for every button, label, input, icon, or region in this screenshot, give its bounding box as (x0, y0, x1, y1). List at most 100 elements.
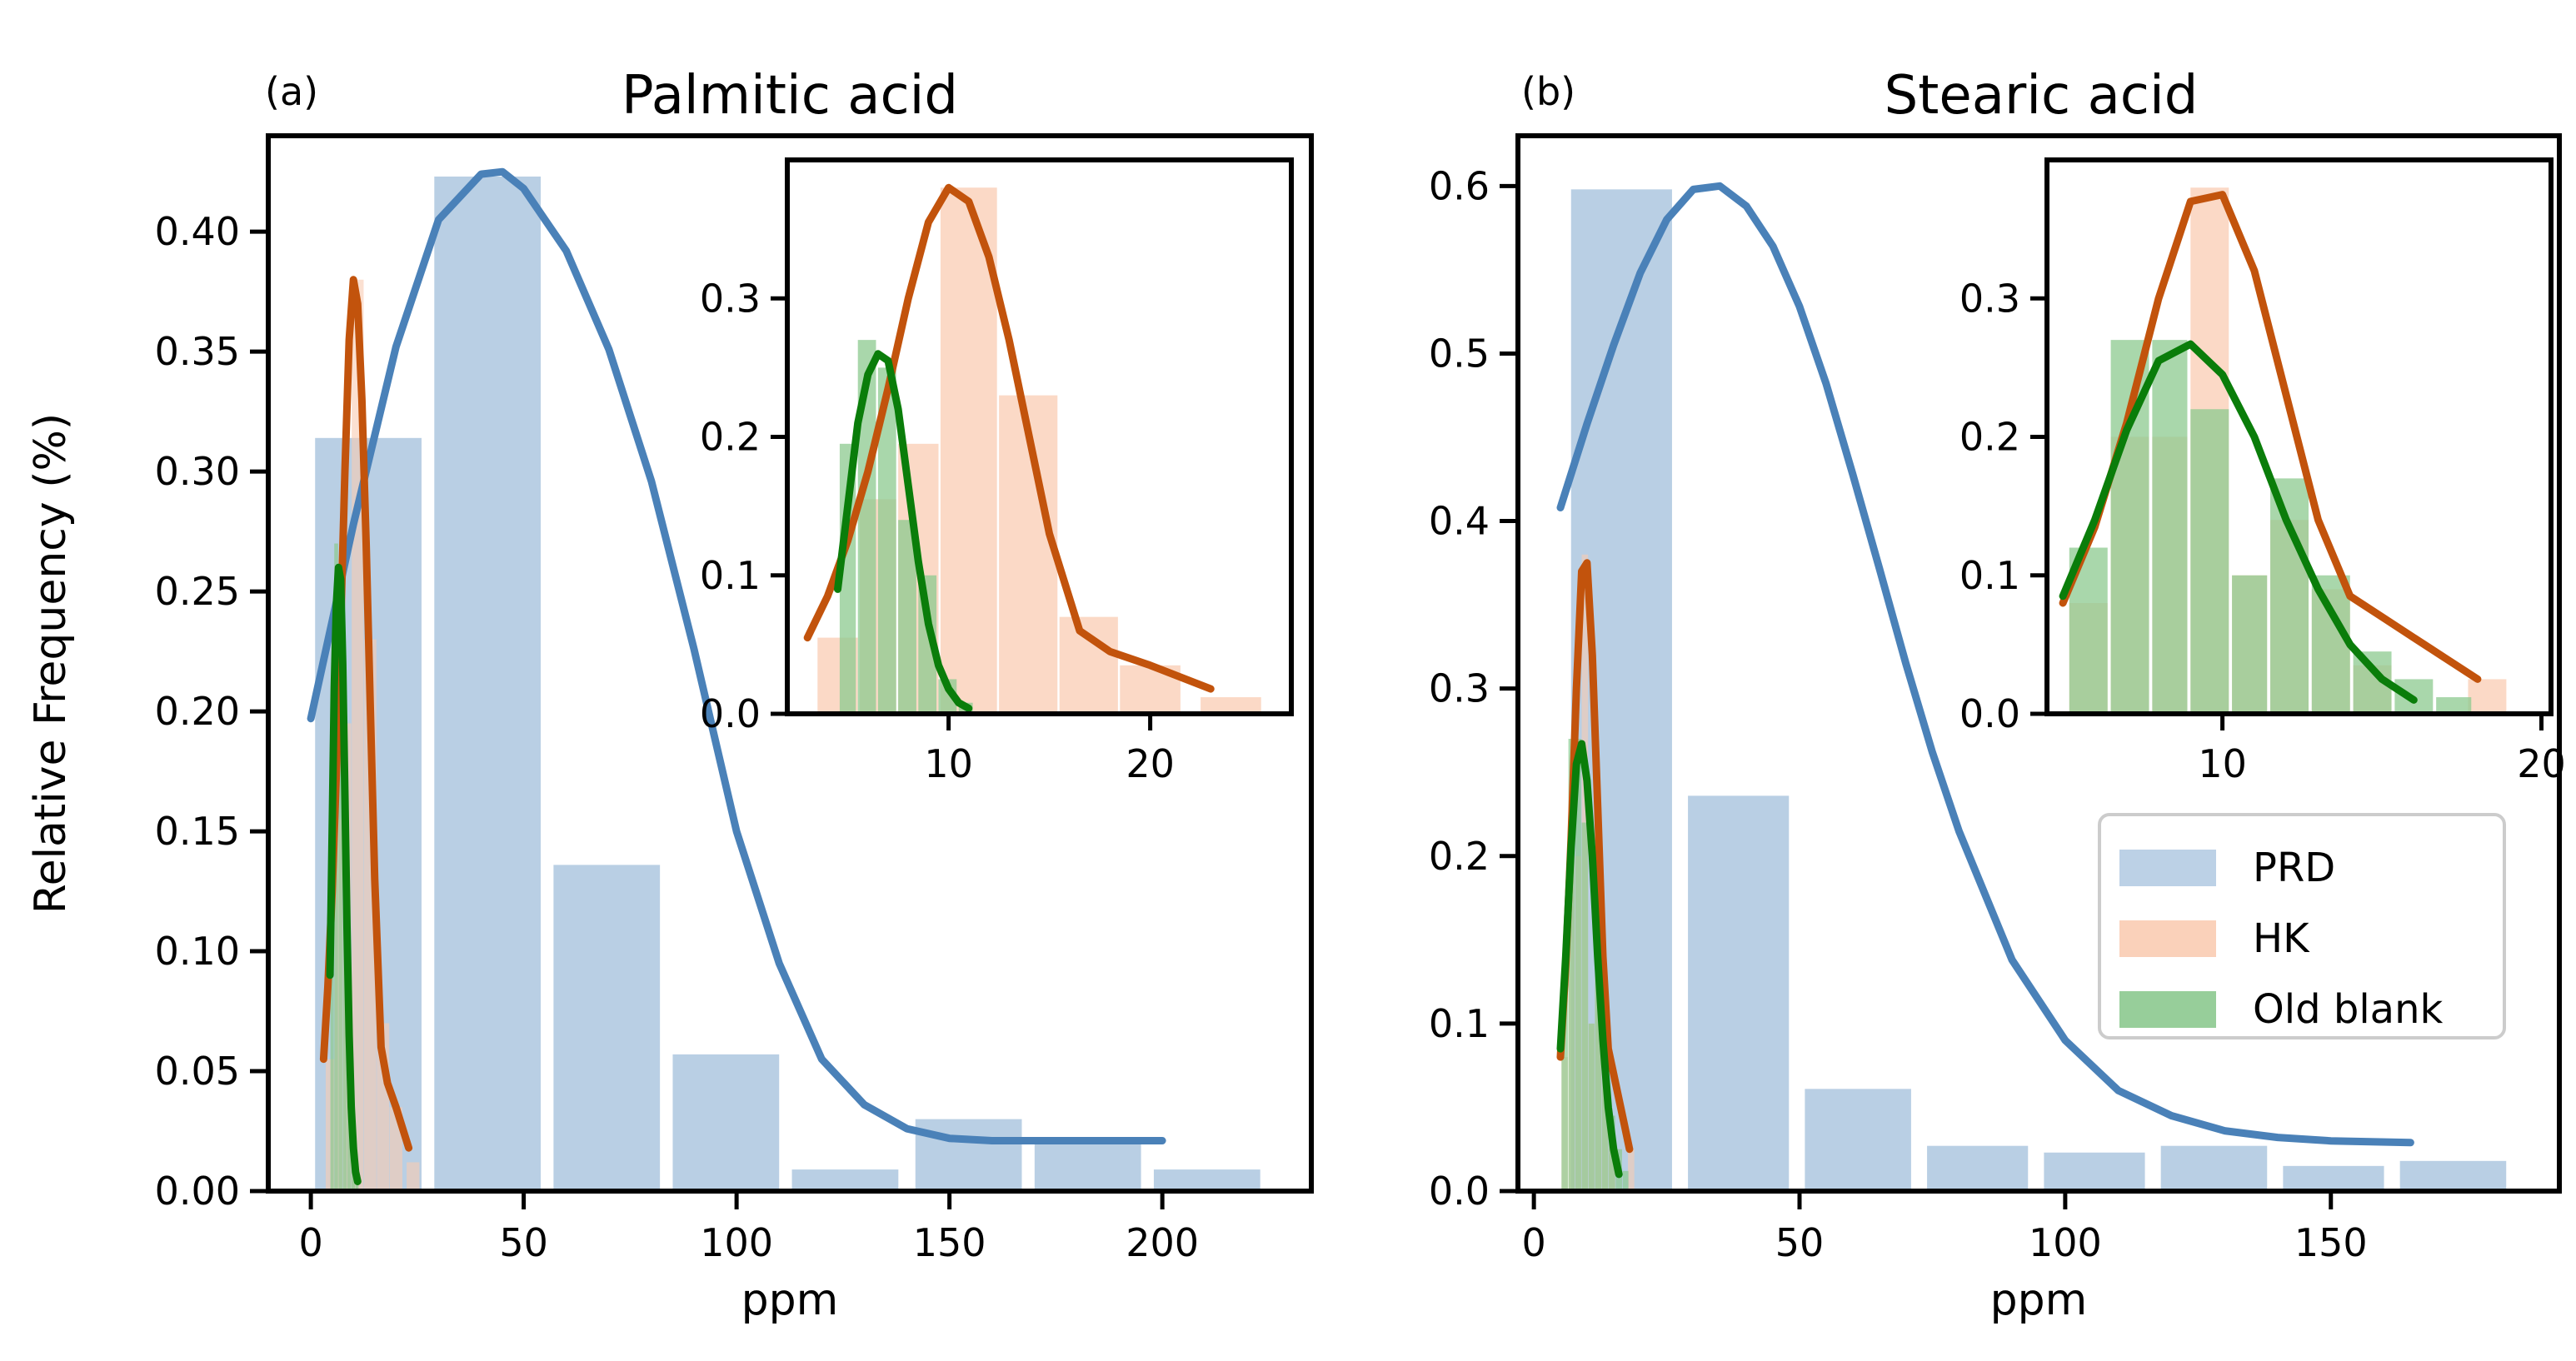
inset-bar-old-blank-3 (898, 520, 916, 714)
main-plot-area (1556, 182, 2507, 1191)
legend-label: PRD (2253, 845, 2335, 891)
y-tick-label: 0.6 (1429, 163, 1490, 208)
inset-y-tick-label: 0.0 (700, 691, 761, 736)
y-axis-label: Relative Frequency (%) (26, 413, 76, 914)
x-axis-label: ppm (1990, 1275, 2088, 1325)
main-line-old-blank-fit (326, 563, 362, 1185)
y-tick-label: 0.1 (1429, 1001, 1490, 1046)
inset-x-tick-label: 10 (924, 741, 973, 786)
panel-label: (b) (1521, 69, 1575, 114)
main-bar-old-blank-1 (1568, 739, 1575, 1191)
main-plot-area (307, 167, 1261, 1191)
inset-plot-area (2059, 187, 2507, 714)
main-bar-prd-1 (434, 176, 542, 1191)
y-tick-label: 0.2 (1429, 834, 1490, 879)
inset-y-tick-label: 0.3 (700, 276, 761, 321)
x-tick-label: 0 (298, 1220, 322, 1265)
panel-label: (a) (265, 69, 318, 114)
main-bar-prd-3 (1927, 1145, 2029, 1191)
inset-chart: 10 20 0.0 0.1 0.2 0.3 (1959, 157, 2566, 786)
y-tick-label: 0.0 (1429, 1169, 1490, 1214)
x-tick-label: 100 (2029, 1220, 2102, 1265)
main-bar-prd-7 (1153, 1169, 1261, 1191)
y-tick-label: 0.20 (155, 689, 240, 734)
main-bar-prd-7 (2399, 1160, 2507, 1191)
inset-y-tick-label: 0.2 (700, 415, 761, 460)
main-bar-hk-8 (1628, 1149, 1635, 1191)
inset-x-tick-label: 20 (2517, 741, 2566, 786)
inset-bar-old-blank-4 (2232, 575, 2268, 714)
y-tick-label: 0.10 (155, 929, 240, 974)
x-tick-label: 150 (2294, 1220, 2368, 1265)
inset-y-tick-label: 0.0 (1959, 691, 2020, 736)
main-bar-prd-2 (1805, 1089, 1911, 1191)
main-line-old-blank-fit (1556, 740, 1623, 1179)
x-tick-label: 200 (1126, 1220, 1199, 1265)
inset-y-tick-label: 0.3 (1959, 276, 2020, 321)
main-axes-frame (266, 133, 1314, 1194)
main-bar-prd-5 (915, 1119, 1022, 1191)
inset-bars-old-blank (839, 340, 973, 714)
panel-b: 0 50 100 150 0.0 0.1 0.2 0.3 0.4 0.5 0.6 (b) Stearic… (1429, 65, 2566, 1325)
main-bar-prd-5 (2160, 1145, 2268, 1191)
main-bar-prd-4 (791, 1169, 899, 1191)
y-tick-label: 0.40 (155, 209, 240, 254)
inset-y-tick-label: 0.1 (700, 553, 761, 598)
main-bar-hk-7 (407, 1162, 420, 1191)
inset-bar-hk-3 (940, 187, 997, 714)
inset-bar-old-blank-9 (2436, 697, 2472, 714)
main-line-prd-fit (307, 167, 1166, 1144)
legend-swatch-old-blank (2119, 991, 2216, 1028)
chart-title: Palmitic acid (622, 65, 958, 127)
x-tick-label: 0 (1521, 1220, 1545, 1265)
main-bar-prd-2 (553, 865, 661, 1191)
x-tick-label: 150 (913, 1220, 986, 1265)
legend: PRD HK Old blank (2098, 813, 2506, 1039)
inset-y-tick-label: 0.1 (1959, 553, 2020, 598)
inset-line-hk-fit (2059, 191, 2482, 683)
chart-title: Stearic acid (1885, 65, 2199, 127)
x-tick-label: 50 (499, 1220, 548, 1265)
main-bar-prd-6 (2283, 1165, 2384, 1191)
inset-plot-area (803, 183, 1261, 714)
legend-label: Old blank (2253, 986, 2443, 1033)
inset-line-hk-fit (803, 183, 1215, 693)
main-line-prd-fit (1556, 182, 2414, 1147)
x-tick-label: 100 (700, 1220, 773, 1265)
inset-x-tick-label: 20 (1126, 741, 1175, 786)
y-tick-label: 0.25 (155, 569, 240, 614)
inset-bar-old-blank-6 (2311, 575, 2350, 714)
main-bar-hk-0 (325, 1059, 335, 1191)
main-bar-prd-4 (2044, 1152, 2145, 1191)
legend-swatch-hk (2119, 920, 2216, 957)
main-bar-old-blank-2 (1575, 739, 1581, 1191)
main-axes-frame (1515, 133, 2562, 1194)
main-bar-old-blank-3 (342, 855, 347, 1191)
inset-bar-old-blank-2 (2152, 340, 2188, 714)
y-tick-label: 0.3 (1429, 666, 1490, 711)
inset-x-tick-label: 10 (2198, 741, 2247, 786)
x-axis-label: ppm (741, 1275, 839, 1325)
main-bar-old-blank-9 (1622, 1170, 1629, 1191)
inset-bar-old-blank-2 (877, 367, 896, 714)
y-tick-label: 0.4 (1429, 499, 1490, 544)
main-bar-old-blank-0 (1561, 990, 1568, 1191)
panel-a: 0 50 100 150 2000.000.050.100.150.200.250.30… (26, 65, 1314, 1325)
inset-bar-hk-7 (1201, 697, 1261, 714)
y-tick-label: 0.00 (155, 1169, 240, 1214)
x-tick-label: 50 (1775, 1220, 1825, 1265)
legend-label: HK (2253, 915, 2310, 962)
main-bar-old-blank-5 (1595, 906, 1602, 1191)
inset-bars-old-blank (2069, 340, 2472, 714)
inset-line-old-blank-fit (2059, 340, 2418, 704)
main-bar-old-blank-3 (1581, 822, 1589, 1191)
y-tick-label: 0.30 (155, 449, 240, 494)
inset-chart: 10 20 0.0 0.1 0.2 0.3 (700, 157, 1294, 786)
y-tick-label: 0.05 (155, 1049, 240, 1094)
y-tick-label: 0.15 (155, 809, 240, 854)
inset-line-old-blank-fit (834, 350, 973, 712)
main-bar-prd-6 (1034, 1140, 1141, 1191)
inset-bar-hk-8 (2468, 679, 2507, 714)
y-tick-label: 0.5 (1429, 331, 1490, 376)
